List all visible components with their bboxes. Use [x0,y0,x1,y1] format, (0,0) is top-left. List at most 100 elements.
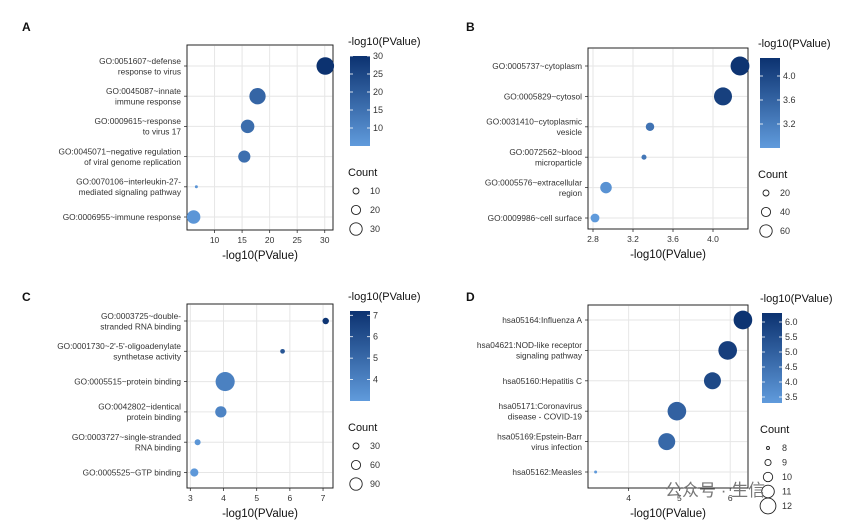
panel-c: C 3 4 5 6 7 GO:0003725~double-stranded RNA bin… [22,290,421,520]
term-label: GO:0042802~identical [98,402,181,412]
x-tick-label: 6 [728,493,733,503]
term-label: GO:0003727~single-stranded [72,432,181,442]
data-point[interactable] [733,310,753,330]
size-legend-label: 20 [370,205,380,215]
size-legend-label: 40 [780,207,790,217]
colorbar-tick-label: 10 [373,123,383,133]
plot-area [587,304,749,489]
size-legend-label: 12 [782,501,792,511]
data-point[interactable] [645,122,655,132]
x-tick-label: 30 [320,235,330,245]
data-point[interactable] [280,348,285,354]
data-point[interactable] [590,213,600,223]
data-point[interactable] [641,154,647,160]
x-tick-label: 2.8 [587,234,599,244]
colorbar-tick-label: 3.5 [785,392,798,402]
color-legend: -log10(PValue) 3.5 4.0 4.5 5.0 5.5 6.0 [760,293,833,403]
size-legend-title: Count [758,169,787,181]
data-point[interactable] [703,372,721,390]
term-label: GO:0005737~cytoplasm [492,61,582,71]
size-legend-label: 9 [782,458,787,468]
data-point[interactable] [238,150,251,163]
data-point[interactable] [594,470,598,474]
term-label: GO:0005515~protein binding [74,377,181,387]
plot-frame [587,304,749,489]
size-legend-circle [764,458,772,467]
colorbar [350,311,370,401]
data-point[interactable] [190,468,199,477]
colorbar [760,58,780,148]
term-label: GO:0005576~extracellular [485,177,582,187]
data-point[interactable] [322,317,329,325]
term-label: hsa04621:NOD-like receptor [477,340,582,350]
term-label: hsa05164:Influenza A [502,315,582,325]
data-point[interactable] [194,439,201,446]
term-label: GO:0009615~response [95,116,182,126]
data-point[interactable] [249,88,266,105]
colorbar-tick-label: 3.6 [783,95,796,105]
size-legend: Count 8 9 10 11 12 [759,424,792,515]
term-label: hsa05162:Measles [512,467,582,477]
size-legend-circle [759,224,773,238]
data-point[interactable] [718,341,738,360]
term-label: hsa05169:Epstein-Barr [497,431,582,441]
size-legend-label: 30 [370,224,380,234]
data-point[interactable] [186,210,201,224]
term-label: GO:0045071~negative regulation [59,146,182,156]
data-point[interactable] [240,119,255,134]
x-tick-label: 3.6 [667,234,679,244]
term-label: immune response [115,96,181,106]
size-legend-label: 10 [370,186,380,196]
size-legend: Count 10 20 30 [348,167,380,236]
data-point[interactable] [215,372,235,392]
x-tick-label: 5 [254,493,259,503]
term-label: region [559,188,582,198]
size-legend-circle [349,222,363,236]
color-legend: -log10(PValue) 4 5 6 7 [348,291,421,401]
x-tick-label: 5 [677,493,682,503]
term-label: hsa05171:Coronavirus [499,401,582,411]
x-axis-title: -log10(PValue) [222,508,298,520]
colorbar [762,313,782,403]
term-label: vesicle [557,127,583,137]
data-point[interactable] [215,406,227,418]
size-legend-circle [759,497,777,515]
colorbar-tick-label: 6.0 [785,317,798,327]
term-label: GO:0070106~interleukin-27- [76,177,181,187]
term-label: response to virus [118,66,181,76]
data-point[interactable] [316,57,335,75]
colorbar-tick-label: 3.2 [783,119,796,129]
plot-frame [186,44,334,231]
term-label: protein binding [127,412,182,422]
data-point[interactable] [667,401,687,421]
colorbar-tick-label: 4.0 [785,377,798,387]
term-label: GO:0051607~defense [99,56,181,66]
plot-area [186,303,334,489]
panel-letter: A [22,20,31,34]
plot-area [186,44,334,231]
x-tick-label: 3 [188,493,193,503]
data-point[interactable] [730,56,750,76]
term-label: RNA binding [135,442,182,452]
colorbar-tick-label: 5.0 [785,347,798,357]
panel-letter: D [466,290,475,304]
watermark-text: 公众号 · 生信 [665,481,765,500]
size-legend-label: 90 [370,479,380,489]
data-point[interactable] [658,433,676,451]
data-point[interactable] [600,181,612,194]
x-tick-label: 7 [321,493,326,503]
term-label: GO:0009986~cell surface [488,213,583,223]
term-label: GO:0003725~double- [101,311,181,321]
data-point[interactable] [713,87,733,106]
plot-frame [186,303,334,489]
size-legend-title: Count [348,167,377,179]
colorbar-tick-label: 4 [373,375,378,385]
colorbar [350,56,370,146]
data-point[interactable] [194,185,198,189]
size-legend-label: 60 [780,226,790,236]
term-label: GO:0031410~cytoplasmic [486,117,582,127]
term-label: GO:0045087~innate [106,86,181,96]
panel-d: D 4 5 6 hsa05164:Influenza A hsa04621:NOD-lik… [466,290,833,520]
